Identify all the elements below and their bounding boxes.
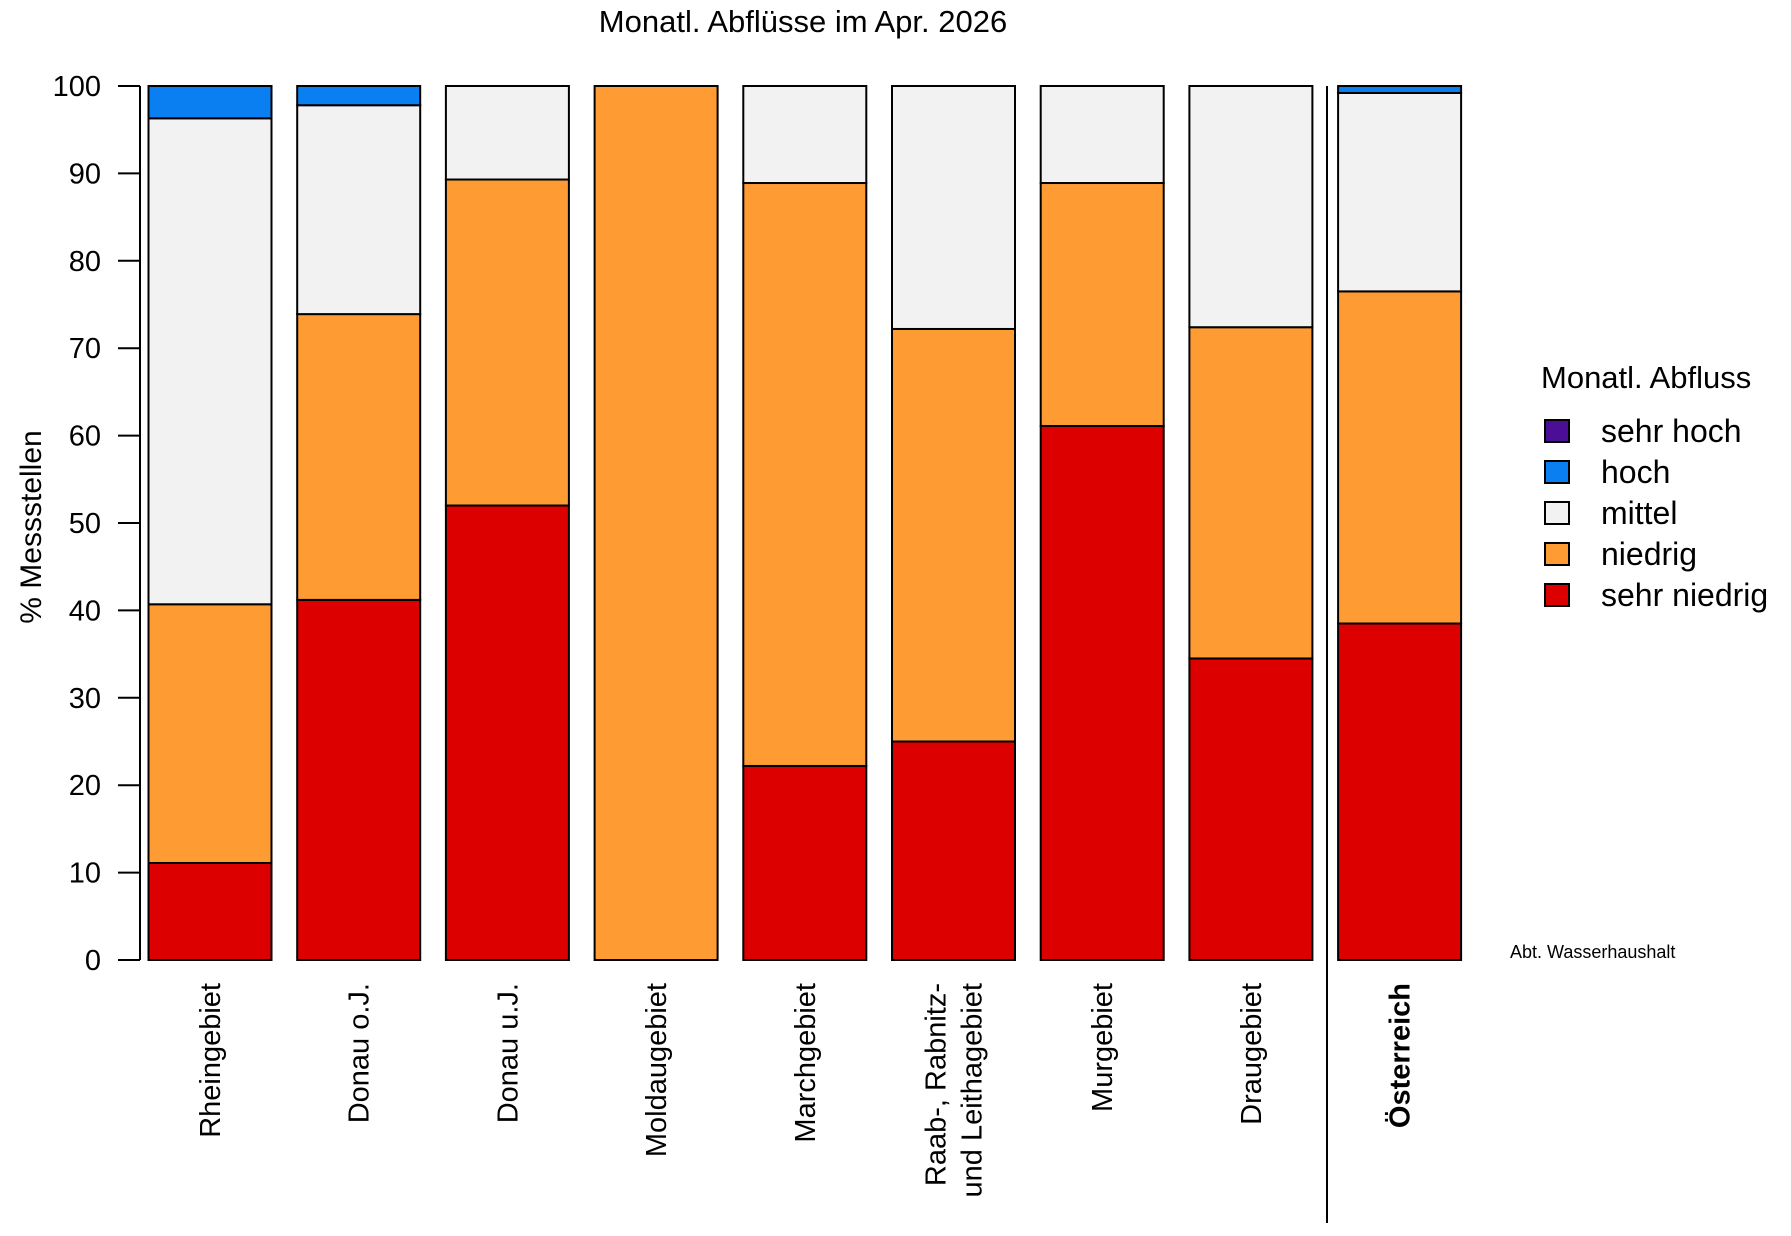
- bar-segment-sehr-niedrig: [1188, 657, 1314, 961]
- bar-stack: [891, 85, 1016, 961]
- bar-stack: [147, 85, 273, 962]
- bars: [147, 85, 1463, 962]
- bar-segment-sehr-niedrig: [147, 861, 273, 962]
- y-tick-label: 40: [69, 595, 101, 627]
- bar-segment-niedrig: [891, 327, 1016, 743]
- y-tick-label: 50: [69, 508, 101, 540]
- bar-segment-hoch: [147, 85, 273, 120]
- bar-stack: [742, 85, 868, 961]
- legend-swatch: [1544, 583, 1570, 607]
- bar-segment-niedrig: [1188, 326, 1314, 660]
- bar-segment-mittel: [147, 117, 273, 606]
- y-tick-label: 80: [69, 246, 101, 278]
- chart-title: Monatl. Abflüsse im Apr. 2026: [599, 4, 1007, 39]
- legend-label: sehr niedrig: [1601, 577, 1768, 613]
- y-tick-label: 70: [69, 333, 101, 365]
- bar-segment-mittel: [1337, 91, 1463, 293]
- y-tick-label: 30: [69, 683, 101, 715]
- bar-segment-sehr-niedrig: [1039, 424, 1165, 961]
- y-tick-label: 20: [69, 770, 101, 802]
- bar-segment-sehr-niedrig: [444, 504, 570, 961]
- bar-segment-niedrig: [1039, 182, 1165, 427]
- legend-swatch: [1544, 501, 1570, 525]
- y-tick-label: 100: [53, 71, 101, 103]
- source-annotation: Abt. Wasserhaushalt: [1510, 942, 1675, 962]
- bar-stack: [1188, 85, 1314, 961]
- x-tick-label: Raab-, Rabnitz-und Leithagebiet: [921, 983, 989, 1197]
- y-axis: 0 10 20 30 40 50 60 70 80 90 100: [53, 71, 141, 977]
- bar-segment-niedrig: [147, 603, 273, 864]
- bar-stack: [296, 85, 422, 961]
- bar-segment-mittel: [891, 85, 1016, 330]
- y-tick-label: 90: [69, 158, 101, 190]
- bar-stack: [1039, 85, 1165, 961]
- y-axis-label: % Messstellen: [15, 430, 48, 623]
- x-tick-label: Draugebiet: [1236, 983, 1268, 1125]
- bar-segment-niedrig: [593, 85, 719, 961]
- x-tick-label: Murgebiet: [1087, 983, 1119, 1112]
- legend-label: hoch: [1601, 454, 1670, 490]
- legend-label: niedrig: [1601, 536, 1697, 572]
- legend-label: sehr hoch: [1601, 413, 1742, 449]
- bar-segment-sehr-niedrig: [891, 740, 1016, 961]
- x-tick-label: Rheingebiet: [195, 983, 227, 1138]
- bar-segment-hoch: [296, 85, 422, 107]
- bar-segment-mittel: [1188, 85, 1314, 329]
- bar-segment-mittel: [444, 85, 570, 181]
- bar-segment-niedrig: [1337, 290, 1463, 625]
- x-tick-label: Marchgebiet: [790, 983, 822, 1143]
- bar-segment-sehr-niedrig: [742, 764, 868, 961]
- bar-stack: [1337, 85, 1463, 961]
- legend-swatch: [1544, 460, 1570, 484]
- x-tick-label: Donau o.J.: [344, 983, 376, 1123]
- legend-label: mittel: [1601, 495, 1677, 531]
- x-tick-label: Donau u.J.: [492, 983, 524, 1123]
- bar-segment-mittel: [296, 104, 422, 316]
- x-axis-labels: Rheingebiet Donau o.J. Donau u.J. Moldaugeb…: [195, 983, 1417, 1197]
- x-tick-label: Moldaugebiet: [641, 983, 673, 1157]
- bar-segment-mittel: [742, 85, 868, 185]
- bar-segment-niedrig: [296, 313, 422, 601]
- bar-segment-mittel: [1039, 85, 1165, 185]
- y-tick-label: 60: [69, 421, 101, 453]
- bar-segment-sehr-niedrig: [1337, 622, 1463, 961]
- bar-segment-sehr-niedrig: [296, 598, 422, 961]
- legend-swatch: [1544, 419, 1570, 443]
- bar-segment-niedrig: [742, 182, 868, 767]
- y-tick-label: 10: [69, 858, 101, 890]
- legend-swatch: [1544, 542, 1570, 566]
- bar-stack: [593, 85, 719, 961]
- legend-title: Monatl. Abfluss: [1541, 360, 1751, 395]
- x-tick-label: Österreich: [1384, 983, 1417, 1128]
- bar-segment-hoch: [1337, 85, 1463, 94]
- legend: Monatl. Abfluss sehr hoch hoch mittel niedr…: [1541, 360, 1768, 613]
- bar-stack: [444, 85, 570, 961]
- bar-segment-niedrig: [444, 178, 570, 507]
- y-tick-label: 0: [85, 945, 101, 977]
